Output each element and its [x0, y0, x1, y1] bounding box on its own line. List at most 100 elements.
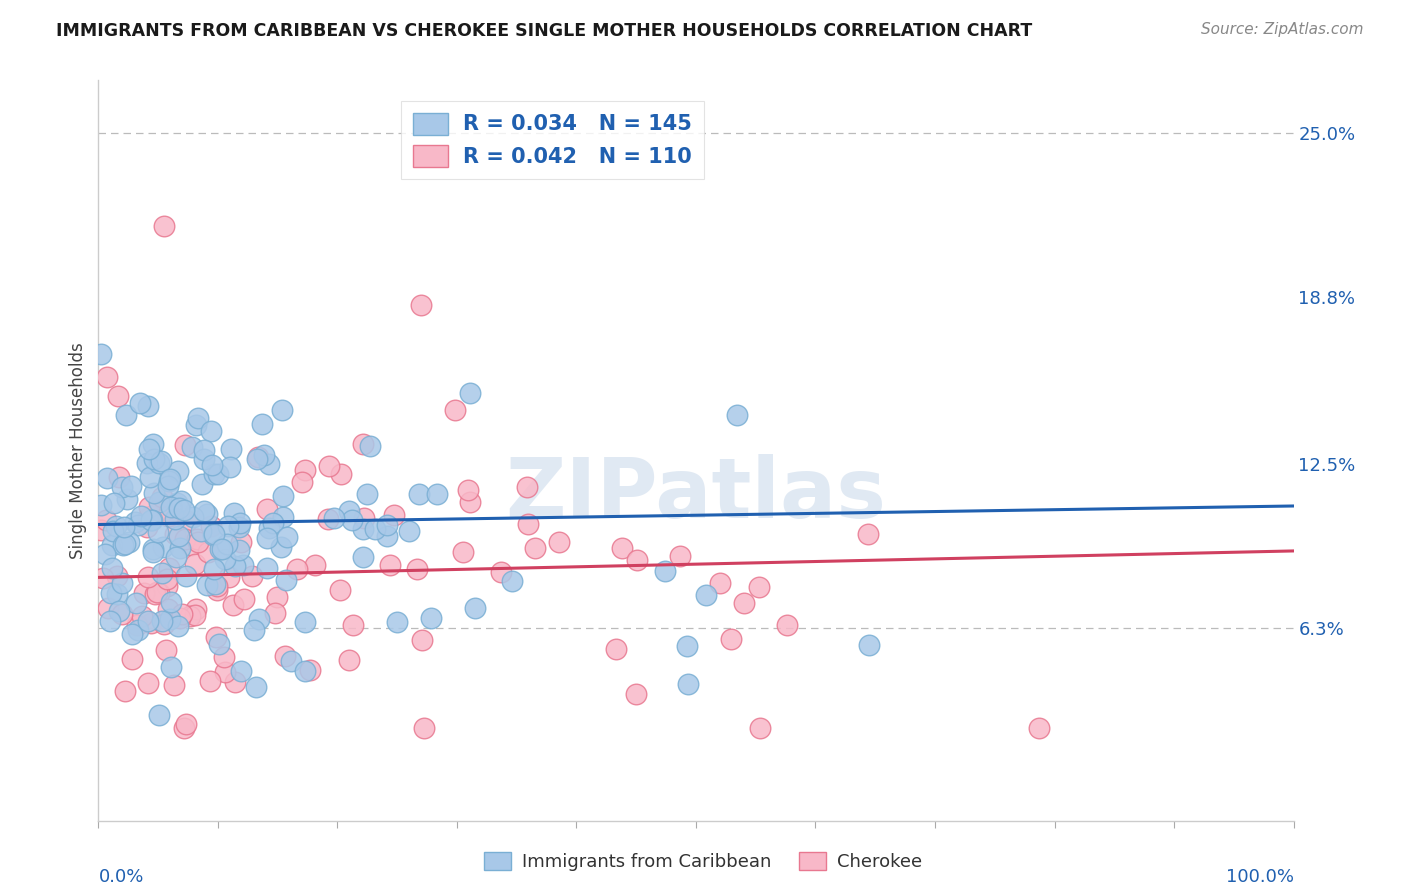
Point — [364, 522, 387, 536]
Legend: R = 0.034   N = 145, R = 0.042   N = 110: R = 0.034 N = 145, R = 0.042 N = 110 — [401, 101, 704, 179]
Point — [155, 572, 177, 586]
Point — [231, 664, 253, 678]
Point — [108, 470, 131, 484]
Point — [160, 660, 183, 674]
Point — [163, 678, 186, 692]
Point — [274, 648, 297, 663]
Point — [193, 452, 215, 467]
Point — [676, 640, 699, 654]
Point — [136, 511, 159, 525]
Point — [166, 495, 188, 509]
Point — [114, 537, 136, 551]
Point — [222, 506, 245, 520]
Point — [259, 457, 281, 471]
Point — [330, 467, 353, 482]
Point — [114, 684, 136, 698]
Text: Source: ZipAtlas.com: Source: ZipAtlas.com — [1201, 22, 1364, 37]
Point — [249, 612, 271, 626]
Point — [228, 542, 250, 557]
Point — [610, 541, 633, 555]
Point — [101, 538, 124, 552]
Point — [96, 370, 118, 384]
Point — [180, 538, 202, 552]
Point — [132, 586, 155, 600]
Point — [605, 641, 627, 656]
Point — [385, 615, 408, 629]
Point — [342, 617, 364, 632]
Point — [124, 596, 146, 610]
Point — [224, 558, 246, 573]
Point — [340, 513, 363, 527]
Point — [211, 542, 233, 557]
Point — [218, 569, 240, 583]
Point — [217, 537, 239, 551]
Point — [201, 458, 224, 472]
Point — [252, 417, 274, 431]
Point — [709, 575, 731, 590]
Point — [294, 615, 316, 629]
Point — [274, 574, 297, 588]
Point — [245, 681, 267, 695]
Point — [359, 439, 381, 453]
Point — [157, 509, 180, 524]
Point — [173, 721, 195, 735]
Point — [457, 483, 479, 498]
Point — [214, 665, 236, 680]
Point — [725, 409, 748, 423]
Point — [298, 663, 321, 677]
Point — [271, 403, 294, 417]
Point — [858, 638, 880, 652]
Point — [160, 594, 183, 608]
Point — [96, 513, 118, 527]
Point — [174, 717, 197, 731]
Point — [195, 507, 218, 521]
Point — [120, 479, 142, 493]
Point — [97, 601, 120, 615]
Point — [858, 526, 880, 541]
Point — [776, 617, 799, 632]
Point — [111, 607, 134, 621]
Point — [103, 495, 125, 509]
Point — [142, 437, 165, 451]
Y-axis label: Single Mother Households: Single Mother Households — [69, 343, 87, 558]
Point — [139, 513, 162, 527]
Point — [190, 477, 212, 491]
Point — [202, 467, 225, 482]
Point — [195, 578, 218, 592]
Point — [276, 530, 298, 544]
Point — [157, 508, 180, 523]
Point — [212, 650, 235, 665]
Point — [285, 562, 308, 576]
Point — [152, 490, 174, 504]
Point — [98, 614, 121, 628]
Point — [193, 504, 215, 518]
Point — [263, 516, 285, 531]
Point — [170, 493, 193, 508]
Point — [229, 516, 252, 530]
Point — [101, 560, 124, 574]
Point — [186, 533, 208, 547]
Point — [152, 541, 174, 555]
Point — [352, 549, 374, 564]
Point — [141, 616, 163, 631]
Text: ZIPatlas: ZIPatlas — [506, 454, 886, 535]
Point — [131, 608, 153, 623]
Point — [105, 569, 128, 583]
Point — [270, 541, 292, 555]
Point — [121, 652, 143, 666]
Point — [222, 599, 245, 613]
Point — [111, 576, 134, 591]
Point — [112, 520, 135, 534]
Point — [266, 590, 288, 604]
Point — [135, 456, 157, 470]
Point — [458, 385, 481, 400]
Point — [165, 512, 187, 526]
Point — [165, 549, 187, 564]
Point — [668, 549, 690, 564]
Point — [146, 524, 169, 539]
Point — [280, 654, 302, 668]
Point — [209, 542, 232, 557]
Point — [96, 470, 118, 484]
Point — [173, 502, 195, 516]
Point — [205, 583, 228, 598]
